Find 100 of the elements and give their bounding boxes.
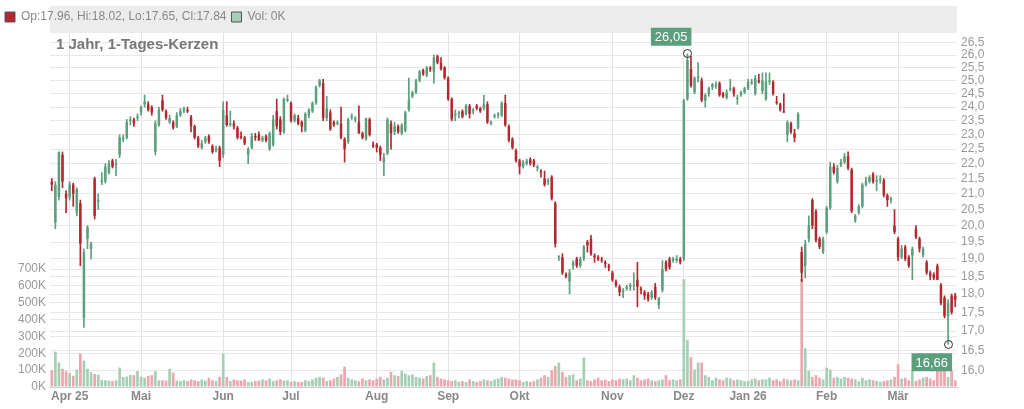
y2-tick-label: 400K: [17, 311, 46, 326]
y-tick-label: 17,5: [961, 304, 985, 319]
candlestick: [900, 245, 903, 260]
candlestick: [586, 240, 589, 253]
candlestick: [675, 255, 678, 263]
x-tick-label: Mai: [131, 388, 152, 403]
x-tick-label: Feb: [815, 388, 838, 403]
y-tick-label: 20,0: [961, 217, 985, 232]
y2-tick-label: 200K: [17, 345, 46, 360]
candlestick: [254, 133, 257, 141]
candlestick: [486, 101, 489, 124]
x-tick-label: Dez: [673, 388, 695, 403]
candlestick: [718, 81, 721, 97]
y-tick-label: 16,0: [961, 362, 985, 377]
candlestick: [546, 178, 550, 185]
candlestick: [936, 263, 939, 281]
candlestick: [136, 113, 139, 122]
candlestick: [604, 260, 607, 268]
candlestick: [554, 201, 557, 248]
y2-tick-label: 0K: [31, 379, 46, 394]
candlestick: [493, 113, 496, 119]
y-tick-label: 19,0: [961, 251, 985, 266]
candlestick: [843, 153, 846, 164]
candlestick: [878, 175, 882, 184]
x-tick-label: Nov: [601, 388, 625, 403]
candlestick: [557, 255, 561, 261]
candlestick: [550, 175, 553, 201]
candlestick: [618, 284, 621, 297]
candlestick: [211, 144, 214, 154]
legend-label: Op:17.96, Hi:18.02, Lo:17.65, Cl:17.84: [21, 9, 227, 24]
candlestick: [454, 109, 457, 122]
y-tick-label: 26,5: [961, 35, 985, 50]
candlestick: [186, 106, 189, 113]
y-tick-label: 25,5: [961, 60, 985, 75]
candlestick: [336, 120, 339, 126]
candlestick: [918, 236, 921, 253]
x-tick-label: Okt: [509, 388, 530, 403]
candlestick: [393, 121, 396, 136]
y-tick-label: 22,5: [961, 141, 985, 156]
candlestick: [425, 66, 428, 78]
y-tick-label: 18,5: [961, 268, 985, 283]
candlestick: [500, 101, 503, 117]
candlestick: [168, 114, 171, 124]
candlestick: [868, 175, 871, 184]
y-tick-label: 22,0: [961, 155, 985, 170]
candlestick: [650, 290, 653, 300]
x-tick-label: Sep: [437, 388, 460, 403]
candlestick: [700, 77, 703, 103]
candlestick: [643, 290, 646, 300]
x-tick-label: Aug: [365, 388, 389, 403]
candlestick: [386, 117, 389, 156]
candlestick: [461, 109, 464, 119]
y-tick-label: 25,0: [961, 72, 985, 87]
candlestick: [293, 113, 296, 123]
candlestick: [379, 145, 382, 162]
x-tick-label: Jun: [212, 388, 234, 403]
annotation: 16,66: [915, 354, 949, 370]
candlestick: [543, 170, 546, 187]
candlestick: [61, 151, 64, 189]
candlestick: [950, 293, 953, 315]
candlestick: [350, 113, 353, 120]
candlestick: [343, 137, 346, 163]
candlestick: [354, 116, 357, 123]
candlestick: [504, 94, 507, 127]
legend-label: Vol: 0K: [247, 9, 286, 24]
y-tick-label: 17,0: [961, 323, 985, 338]
candlestick: [786, 120, 789, 143]
candlestick: [93, 176, 96, 220]
candlestick: [561, 253, 564, 275]
y2-tick-label: 500K: [17, 295, 46, 310]
candlestick: [243, 135, 246, 146]
candlestick: [686, 53, 689, 101]
candlestick: [621, 288, 625, 298]
y-tick-label: 26,0: [961, 47, 985, 62]
y2-tick-label: 100K: [17, 362, 46, 377]
candlestick: [68, 181, 71, 201]
y2-tick-label: 300K: [17, 328, 46, 343]
candlestick: [911, 246, 914, 281]
candlestick: [404, 110, 407, 133]
candlestick: [529, 157, 532, 166]
candlestick: [525, 158, 528, 166]
candlestick: [468, 104, 471, 119]
candlestick: [836, 164, 839, 184]
candlestick: [736, 94, 739, 105]
candlestick: [429, 66, 432, 72]
y2-tick-label: 600K: [17, 278, 46, 293]
candlestick: [79, 199, 82, 267]
candlestick: [654, 282, 657, 300]
y-tick-label: 24,0: [961, 99, 985, 114]
x-tick-label: Apr 25: [50, 388, 89, 403]
candlestick: [218, 145, 221, 167]
candlestick: [568, 268, 571, 295]
y-tick-label: 21,5: [961, 170, 985, 185]
candlestick: [875, 175, 878, 192]
x-tick-label: Jul: [282, 388, 300, 403]
candlestick: [575, 256, 578, 268]
x-tick-label: Mär: [887, 388, 910, 403]
candlestick: [96, 193, 100, 210]
candlestick: [679, 256, 682, 265]
y-tick-label: 23,0: [961, 127, 985, 142]
